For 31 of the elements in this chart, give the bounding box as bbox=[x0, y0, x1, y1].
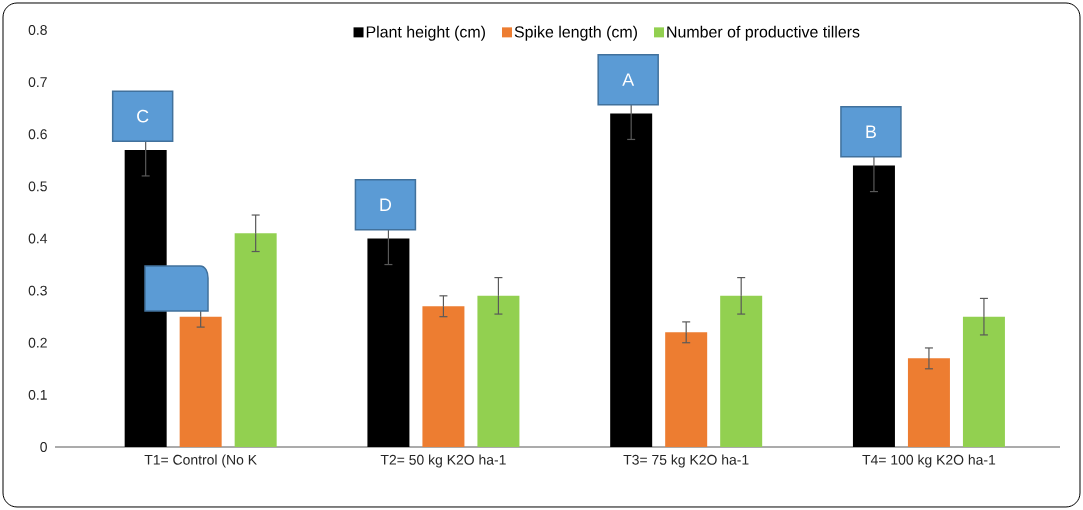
bar bbox=[234, 233, 277, 447]
bar bbox=[367, 238, 410, 447]
legend-label: Plant height (cm) bbox=[366, 25, 485, 41]
bar bbox=[665, 332, 708, 447]
x-tick-label: T1= Control (No K bbox=[144, 454, 257, 468]
bar bbox=[422, 306, 465, 447]
annotation: D bbox=[380, 198, 392, 211]
x-tick-label: T3= 75 kg K2O ha-1 bbox=[623, 454, 749, 468]
bar bbox=[962, 316, 1005, 447]
bar bbox=[852, 165, 895, 447]
y-tick-label: 0 bbox=[40, 442, 47, 452]
bar bbox=[477, 295, 520, 447]
bar bbox=[907, 358, 950, 447]
y-tick-label: 0.3 bbox=[28, 285, 47, 296]
bar bbox=[720, 295, 763, 447]
annotation: A bbox=[622, 73, 635, 86]
y-tick-label: 0.5 bbox=[28, 181, 47, 192]
x-tick-label: T2= 50 kg K2O ha-1 bbox=[380, 454, 506, 468]
y-tick-label: 0.8 bbox=[28, 25, 47, 35]
bar bbox=[610, 113, 653, 447]
y-tick-label: 0.1 bbox=[28, 389, 47, 400]
legend-label: Number of productive tillers bbox=[667, 25, 860, 41]
bar bbox=[179, 316, 222, 447]
y-tick-label: 0.4 bbox=[28, 233, 48, 244]
annotation: C bbox=[137, 109, 149, 123]
y-tick-label: 0.7 bbox=[28, 77, 47, 88]
annotation: B bbox=[866, 125, 876, 138]
legend-label: Spike length (cm) bbox=[514, 25, 637, 41]
y-tick-label: 0.6 bbox=[28, 129, 47, 140]
x-tick-label: T4= 100 kg K2O ha-1 bbox=[862, 454, 996, 468]
y-tick-label: 0.2 bbox=[28, 337, 47, 348]
